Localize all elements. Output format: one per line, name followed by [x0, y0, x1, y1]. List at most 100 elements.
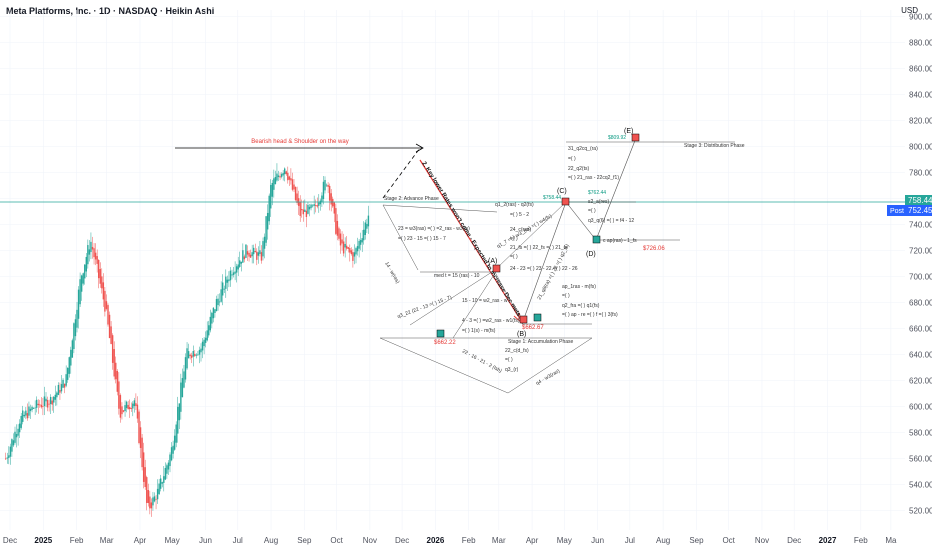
candle-down — [42, 406, 44, 407]
candle-up — [132, 403, 134, 409]
candle-up — [259, 250, 261, 255]
candle-up — [239, 260, 241, 267]
candle-up — [54, 394, 57, 400]
candle-up — [217, 298, 219, 306]
candle-up — [229, 270, 232, 281]
candle-up — [214, 309, 216, 314]
candle-down — [290, 178, 292, 181]
candle-down — [338, 228, 340, 239]
svg-text:c ap(ras) - 1_fs: c ap(ras) - 1_fs — [603, 238, 637, 244]
candle-up — [234, 271, 236, 274]
candle-up — [192, 351, 194, 357]
candle-up — [71, 340, 74, 358]
candle-down — [51, 400, 53, 405]
candle-up — [361, 238, 363, 243]
x-tick-label: Aug — [656, 536, 670, 545]
post-price-badge: Post 752.45 — [887, 205, 932, 216]
candle-up — [172, 445, 174, 454]
y-tick-label: 680.00 — [909, 299, 932, 308]
candle-up — [222, 282, 224, 296]
candle-down — [105, 301, 108, 309]
svg-text:14 - w(ras): 14 - w(ras) — [383, 261, 400, 285]
candle-up — [177, 406, 179, 434]
candle-down — [285, 171, 287, 175]
candle-up — [158, 483, 160, 495]
svg-text:Post: Post — [890, 208, 904, 215]
candlestick-series — [5, 163, 370, 517]
candle-up — [65, 374, 67, 386]
chart-title: Meta Platforms, Inc. · 1D · NASDAQ · Hei… — [6, 6, 215, 16]
price-726-06: $726.06 — [643, 246, 665, 252]
candle-up — [133, 400, 136, 407]
candle-down — [316, 205, 318, 207]
candle-up — [170, 447, 173, 461]
y-tick-label: 800.00 — [909, 143, 932, 152]
svg-text:=( ) 23 - 15 =( ) 15 - 7: =( ) 23 - 15 =( ) 15 - 7 — [398, 236, 446, 242]
y-tick-label: 560.00 — [909, 455, 932, 464]
candle-up — [203, 339, 205, 347]
candle-up — [324, 179, 326, 191]
candle-up — [321, 195, 323, 203]
candle-up — [232, 272, 235, 275]
candle-up — [209, 316, 212, 331]
candle-up — [257, 252, 260, 256]
y-tick-label: 740.00 — [909, 221, 932, 230]
candle-up — [34, 407, 36, 409]
candle-down — [288, 176, 291, 180]
candle-up — [84, 264, 86, 279]
candle-up — [9, 446, 12, 457]
svg-text:q1_2(ras) - q2(fs): q1_2(ras) - q2(fs) — [495, 202, 534, 208]
candle-up — [18, 423, 21, 433]
candle-up — [164, 468, 167, 480]
candle-down — [194, 353, 196, 357]
candle-down — [127, 404, 129, 410]
candle-down — [139, 427, 142, 449]
x-tick-label: May — [557, 536, 572, 545]
candle-up — [187, 351, 190, 359]
x-tick-label: Feb — [854, 536, 868, 545]
candle-down — [119, 395, 122, 418]
candle-up — [184, 357, 187, 380]
x-tick-label: May — [165, 536, 180, 545]
x-tick-label: Jul — [625, 536, 635, 545]
candle-up — [67, 367, 69, 380]
candle-up — [79, 279, 81, 305]
candle-down — [144, 467, 146, 488]
stage2-label: Stage 2: Advance Phase — [384, 196, 439, 202]
candle-up — [29, 408, 32, 412]
point-c-label: (C) — [557, 188, 567, 195]
candle-up — [223, 288, 225, 290]
svg-text:=( ): =( ) — [510, 236, 518, 242]
candle-up — [284, 168, 286, 175]
candle-up — [175, 424, 177, 443]
candle-up — [356, 246, 359, 252]
candle-up — [311, 205, 314, 207]
candle-up — [28, 406, 30, 416]
x-tick-label: Dec — [787, 536, 801, 545]
candle-up — [169, 454, 171, 467]
candle-up — [208, 325, 210, 336]
candle-up — [60, 384, 63, 392]
svg-text:=( ): =( ) — [588, 208, 596, 214]
candle-up — [20, 415, 22, 428]
svg-text:q3_q(6) =( ) = f4 - 12: q3_q(6) =( ) = f4 - 12 — [588, 218, 634, 224]
candle-up — [358, 240, 360, 249]
candle-up — [274, 176, 277, 185]
candle-down — [299, 202, 301, 216]
y-tick-label: 880.00 — [909, 39, 932, 48]
x-tick-label: Dec — [3, 536, 17, 545]
x-tick-label: Ma — [885, 536, 897, 545]
candle-down — [96, 256, 98, 264]
candle-up — [77, 289, 80, 319]
projection-dashed — [382, 147, 421, 199]
candle-up — [322, 181, 325, 199]
x-tick-label: Sep — [297, 536, 312, 545]
candle-up — [53, 396, 55, 403]
x-tick-label: Apr — [134, 536, 147, 545]
bearish-hs-label: Bearish head & Shoulder on the way — [251, 139, 348, 145]
candle-down — [48, 403, 50, 405]
candle-up — [280, 174, 283, 177]
svg-text:22_q2(ts): 22_q2(ts) — [568, 166, 589, 172]
candle-down — [349, 248, 351, 253]
